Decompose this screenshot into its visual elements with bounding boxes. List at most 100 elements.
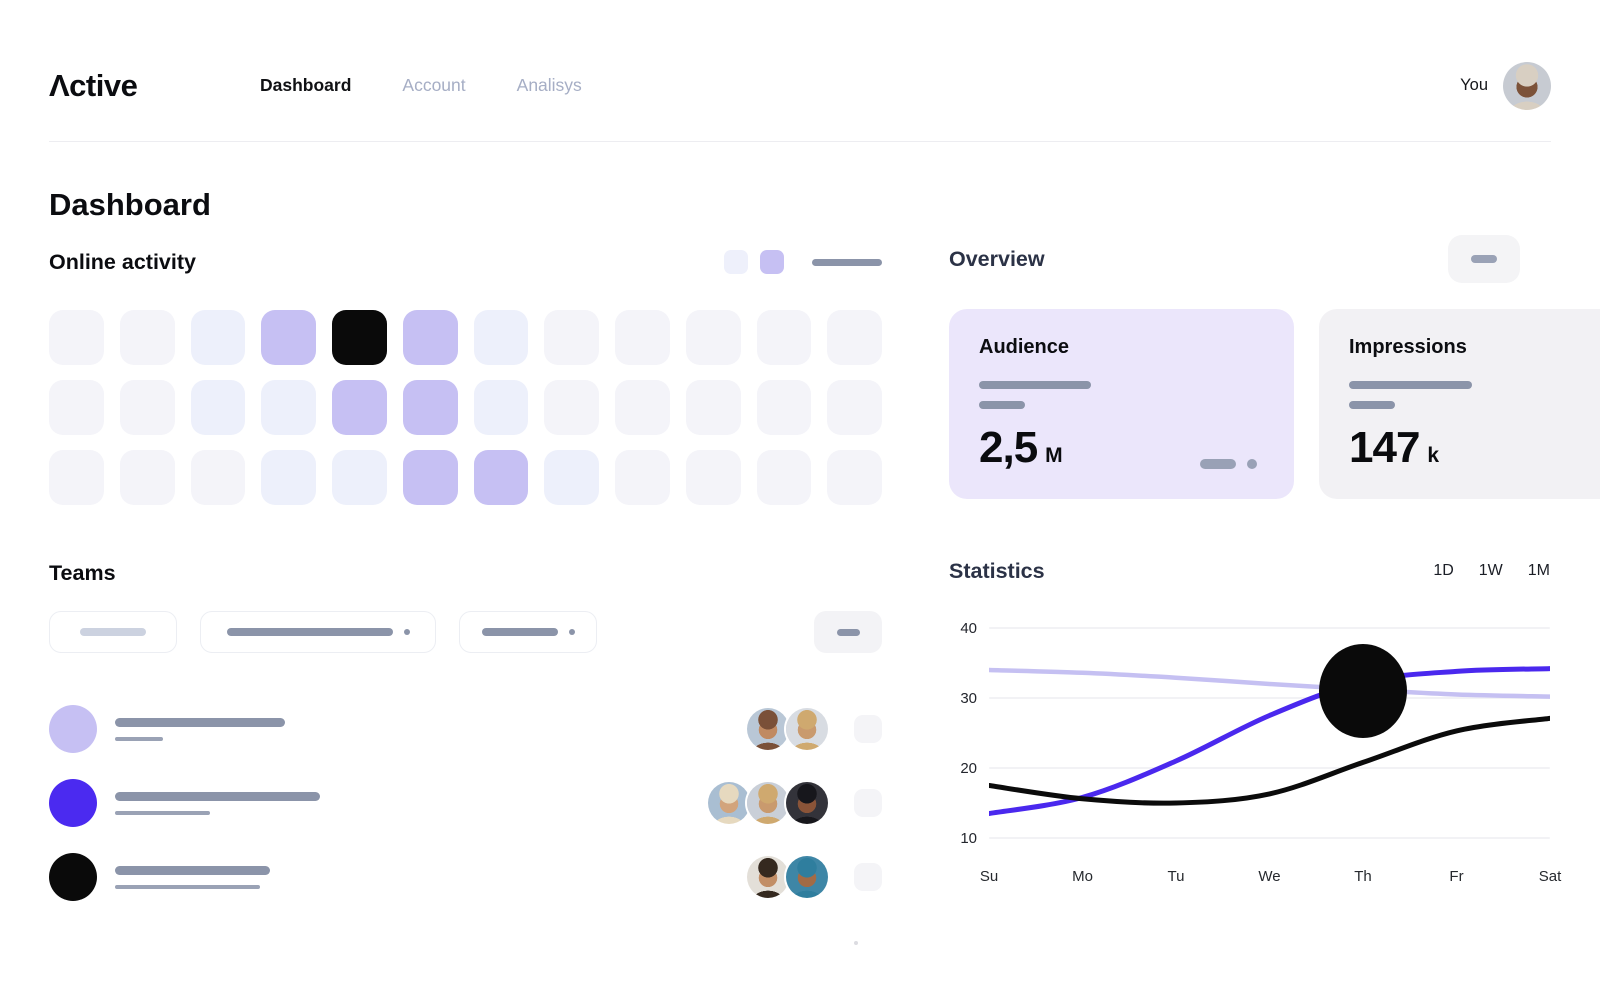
dot-icon bbox=[568, 629, 575, 635]
activity-cell-r1c3 bbox=[190, 310, 246, 365]
highlight-blob bbox=[1319, 644, 1407, 738]
overview-more-button[interactable] bbox=[1448, 235, 1520, 283]
member-avatars bbox=[708, 782, 828, 824]
dot-icon bbox=[403, 629, 410, 635]
skeleton-line bbox=[1349, 401, 1395, 409]
statistics-chart: 40 30 20 10 Su Mo Tu We Th Fr Sat bbox=[949, 617, 1600, 897]
skeleton-line bbox=[226, 628, 393, 636]
main-content: Dashboard Online activity Teams Overview bbox=[0, 142, 1600, 901]
team-row-action-button[interactable] bbox=[854, 863, 882, 891]
nav-item-dashboard[interactable]: Dashboard bbox=[260, 75, 352, 95]
activity-cell-r3c7 bbox=[473, 450, 529, 505]
lavender-line bbox=[989, 667, 1550, 699]
gridline-row: 10 bbox=[949, 828, 1550, 848]
y-axis-label: 30 bbox=[960, 689, 977, 707]
activity-cell-r1c8 bbox=[544, 310, 599, 365]
overview-cards: Audience 2,5 M Impressions 147 bbox=[949, 309, 1600, 499]
member-avatar bbox=[747, 782, 789, 824]
y-axis-label: 40 bbox=[960, 619, 977, 637]
right-column: Overview Audience 2,5 M bbox=[949, 142, 1600, 897]
x-axis-label: Su bbox=[979, 868, 999, 885]
activity-cell-r1c1 bbox=[49, 310, 104, 365]
member-avatar bbox=[786, 856, 828, 898]
audience-value: 2,5 M bbox=[979, 423, 1063, 472]
team-filter-3[interactable] bbox=[459, 611, 597, 653]
brand-logo: Λctive bbox=[49, 67, 138, 103]
activity-cell-r2c1 bbox=[49, 380, 104, 435]
team-filters bbox=[49, 611, 882, 653]
activity-cell-r3c9 bbox=[615, 450, 670, 505]
member-avatar bbox=[747, 856, 789, 898]
overview-title: Overview bbox=[949, 247, 1045, 271]
activity-cell-r3c10 bbox=[685, 450, 741, 505]
legend-square-high-icon bbox=[760, 250, 784, 274]
time-range-tabs: 1D 1W 1M bbox=[1433, 562, 1550, 580]
main-nav: Dashboard Account Analisys bbox=[260, 75, 582, 96]
activity-cell-r2c6 bbox=[402, 380, 458, 435]
activity-cell-r1c10 bbox=[685, 310, 741, 365]
activity-cell-r3c2 bbox=[119, 450, 175, 505]
activity-cell-r1c9 bbox=[615, 310, 670, 365]
x-axis-label: We bbox=[1258, 868, 1281, 885]
activity-cell-r1c5 bbox=[332, 310, 387, 365]
audience-card: Audience 2,5 M bbox=[949, 309, 1294, 499]
team-filter-1[interactable] bbox=[49, 611, 177, 653]
activity-cell-r2c3 bbox=[190, 380, 246, 435]
nav-item-analisys[interactable]: Analisys bbox=[516, 75, 582, 95]
mini-dash-icon bbox=[1200, 459, 1236, 469]
legend-bar-icon bbox=[812, 258, 882, 266]
gridline-row: 40 bbox=[949, 618, 1550, 638]
header: Λctive Dashboard Account Analisys You bbox=[0, 0, 1600, 141]
team-row-2 bbox=[49, 779, 882, 827]
range-tab-1w[interactable]: 1W bbox=[1478, 562, 1503, 579]
range-tab-1m[interactable]: 1M bbox=[1527, 562, 1550, 579]
skeleton-line bbox=[979, 401, 1025, 409]
gridline bbox=[989, 697, 1550, 699]
skeleton-line bbox=[115, 810, 210, 815]
gridline bbox=[989, 837, 1550, 839]
teams-more-button[interactable] bbox=[814, 611, 882, 653]
user-area: You bbox=[1460, 61, 1551, 110]
impressions-card-title: Impressions bbox=[1349, 336, 1467, 358]
member-avatar bbox=[786, 708, 828, 750]
x-axis-label: Mo bbox=[1072, 868, 1093, 885]
activity-cell-r3c11 bbox=[756, 450, 812, 505]
member-avatars bbox=[747, 708, 828, 750]
team-filter-2[interactable] bbox=[200, 611, 436, 653]
activity-cell-r2c4 bbox=[261, 380, 316, 435]
skeleton-line bbox=[115, 865, 270, 875]
team-row-action-button[interactable] bbox=[854, 715, 882, 743]
team-color-dot bbox=[49, 853, 97, 901]
dash-icon bbox=[1471, 255, 1497, 263]
online-activity-header: Online activity bbox=[49, 248, 882, 276]
left-column: Dashboard Online activity Teams bbox=[49, 142, 882, 901]
member-avatar bbox=[708, 782, 750, 824]
activity-cell-r1c12 bbox=[827, 310, 882, 365]
page-title: Dashboard bbox=[49, 187, 211, 222]
activity-cell-r3c4 bbox=[261, 450, 316, 505]
user-avatar[interactable] bbox=[1503, 61, 1551, 110]
member-avatars bbox=[747, 856, 828, 898]
activity-cell-r3c1 bbox=[49, 450, 104, 505]
nav-item-account[interactable]: Account bbox=[402, 75, 466, 95]
activity-cell-r1c11 bbox=[756, 310, 812, 365]
team-color-dot bbox=[49, 779, 97, 827]
team-row-action-button[interactable] bbox=[854, 789, 882, 817]
skeleton-line bbox=[80, 628, 146, 636]
activity-heatmap bbox=[49, 310, 882, 505]
activity-legend bbox=[724, 250, 882, 274]
activity-cell-r2c12 bbox=[827, 380, 882, 435]
activity-cell-r1c7 bbox=[473, 310, 529, 365]
member-avatar bbox=[747, 708, 789, 750]
legend-square-low-icon bbox=[724, 250, 748, 274]
range-tab-1d[interactable]: 1D bbox=[1433, 562, 1454, 579]
statistics-header: Statistics 1D 1W 1M bbox=[949, 557, 1600, 585]
team-row-3 bbox=[49, 853, 882, 901]
gridline bbox=[989, 767, 1550, 769]
team-list bbox=[49, 705, 882, 901]
dash-icon bbox=[836, 628, 860, 636]
skeleton-line bbox=[481, 628, 558, 636]
team-skeleton-text bbox=[115, 717, 285, 741]
activity-cell-r1c6 bbox=[402, 310, 458, 365]
